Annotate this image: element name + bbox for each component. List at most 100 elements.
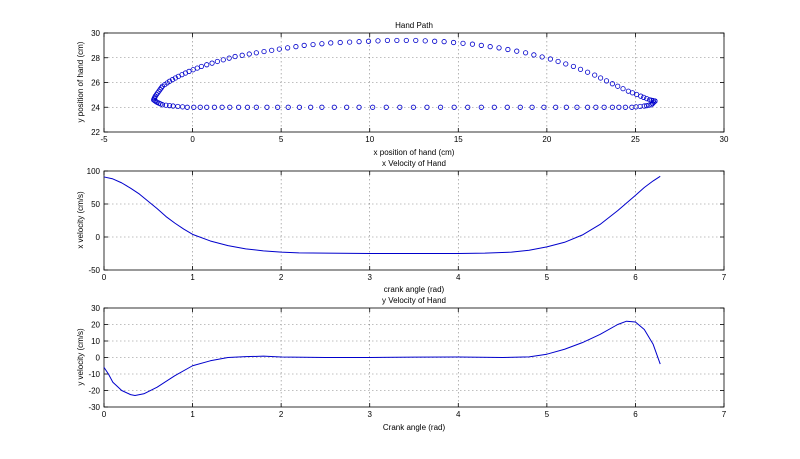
x-tick-label: -5	[100, 135, 108, 144]
data-point	[504, 104, 510, 110]
data-point	[517, 104, 523, 110]
data-point	[375, 38, 381, 44]
data-point	[555, 58, 561, 65]
data-point	[644, 103, 650, 109]
x-tick-label: 0	[102, 273, 107, 282]
y-tick-label: 20	[91, 321, 100, 330]
grid-lines	[104, 171, 724, 270]
x-tick-label: 5	[279, 135, 284, 144]
data-point	[274, 104, 281, 110]
data-point	[232, 53, 238, 60]
data-point	[478, 104, 484, 110]
data-point	[437, 104, 444, 110]
y-tick-label: 26	[91, 79, 100, 88]
data-point	[487, 44, 493, 50]
y-tick-label: 50	[91, 200, 100, 209]
x-tick-label: 3	[367, 273, 372, 282]
data-point	[170, 103, 176, 109]
x-tick-label: 10	[365, 135, 374, 144]
data-point	[629, 104, 635, 110]
data-point	[574, 104, 580, 110]
x-tick-label: 5	[545, 273, 550, 282]
data-point	[450, 39, 457, 46]
data-point	[609, 81, 616, 87]
data-point	[465, 104, 471, 110]
y-tick-label: 10	[91, 337, 100, 346]
x-tick-label: 7	[722, 410, 727, 419]
data-point	[637, 103, 643, 110]
data-point	[261, 48, 267, 55]
x-tick-label: 6	[633, 410, 638, 419]
data-point	[460, 40, 466, 46]
data-point	[220, 57, 226, 63]
data-point	[175, 103, 181, 110]
data-point	[622, 104, 628, 110]
data-point	[236, 104, 242, 110]
data-point	[347, 39, 353, 45]
data-point	[204, 104, 210, 110]
data-point	[597, 75, 604, 81]
data-point	[522, 50, 529, 56]
data-point	[553, 104, 559, 110]
y-tick-label: 24	[91, 103, 100, 112]
data-point	[310, 41, 316, 48]
x-tick-label: 1	[190, 273, 195, 282]
data-point	[264, 104, 270, 110]
y-tick-label: 0	[96, 233, 101, 242]
grid-lines	[104, 33, 724, 132]
data-point	[496, 45, 502, 51]
data-point	[211, 104, 218, 110]
data-point	[563, 104, 569, 110]
data-point	[301, 42, 307, 48]
data-point	[328, 40, 334, 46]
data-point	[432, 38, 438, 44]
data-point	[293, 44, 299, 50]
data-point	[370, 104, 376, 110]
x-tick-label: 25	[631, 135, 640, 144]
x-tick-label: 5	[545, 410, 550, 419]
x-tick-label: 15	[454, 135, 463, 144]
data-point	[615, 83, 621, 89]
data-point	[584, 104, 591, 110]
data-point	[422, 38, 428, 44]
data-point	[646, 102, 652, 108]
x-tick-label: 20	[542, 135, 551, 144]
data-point	[563, 61, 569, 67]
data-point	[451, 104, 457, 110]
data-point	[337, 39, 343, 46]
data-point	[397, 104, 403, 110]
data-point	[246, 51, 252, 57]
data-point	[166, 103, 173, 109]
data-point	[652, 98, 658, 104]
data-point	[308, 104, 314, 110]
x-tick-label: 30	[720, 135, 729, 144]
data-point	[384, 37, 391, 44]
chart-title: y Velocity of Hand	[382, 296, 446, 305]
series-line	[103, 320, 661, 396]
tick-labels: 0 1 2 3 4 5 6 7 -30 -20 -10 0 10 20 30	[88, 304, 726, 419]
data-point	[514, 48, 520, 54]
data-point	[204, 62, 210, 68]
x-axis-label: crank angle (rad)	[384, 285, 445, 294]
data-point	[531, 52, 537, 58]
x-tick-label: 0	[102, 410, 107, 419]
data-point	[505, 46, 511, 53]
data-point	[383, 104, 389, 110]
y-tick-label: 100	[87, 167, 101, 176]
data-point	[641, 94, 647, 100]
x-tick-label: 4	[456, 410, 461, 419]
data-point	[356, 104, 362, 110]
data-point	[633, 104, 639, 110]
data-point	[592, 72, 598, 78]
data-point	[253, 50, 259, 56]
data-point	[163, 102, 169, 108]
data-point	[424, 104, 430, 110]
data-point	[541, 104, 547, 110]
data-point	[331, 104, 337, 110]
y-tick-label: -20	[88, 387, 100, 396]
data-point	[413, 37, 419, 44]
data-point	[244, 104, 251, 110]
data-point	[478, 42, 484, 48]
